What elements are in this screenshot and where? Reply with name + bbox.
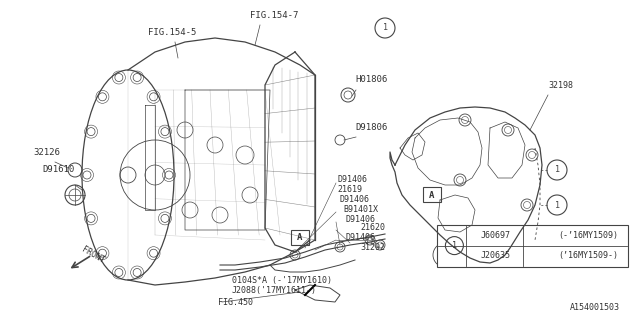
Text: D91406: D91406	[346, 215, 376, 224]
Text: 21619: 21619	[337, 185, 362, 194]
Text: D91406: D91406	[340, 195, 370, 204]
Text: J60697: J60697	[481, 231, 511, 240]
Text: J20635: J20635	[481, 251, 511, 260]
Text: D91406: D91406	[346, 233, 376, 242]
Text: 1: 1	[554, 165, 559, 174]
Text: FRONT: FRONT	[80, 245, 106, 265]
Text: 32198: 32198	[548, 81, 573, 90]
Text: FIG.154-5: FIG.154-5	[148, 28, 196, 37]
Text: A: A	[298, 234, 303, 243]
FancyBboxPatch shape	[437, 225, 628, 267]
Text: 1: 1	[554, 201, 559, 210]
Text: H01806: H01806	[355, 75, 387, 84]
Text: 1: 1	[452, 241, 457, 250]
Text: (’16MY1509-): (’16MY1509-)	[559, 251, 618, 260]
Text: 31292: 31292	[360, 243, 385, 252]
Text: J2088('17MY1611-): J2088('17MY1611-)	[232, 286, 317, 295]
Text: D91610: D91610	[42, 165, 74, 174]
Text: A154001503: A154001503	[570, 303, 620, 312]
Text: 0104S*A (-'17MY1610): 0104S*A (-'17MY1610)	[232, 276, 332, 285]
Text: 21620: 21620	[360, 223, 385, 232]
Text: FIG.154-7: FIG.154-7	[250, 11, 298, 20]
Text: 32126: 32126	[33, 148, 60, 157]
Text: A: A	[429, 190, 435, 199]
Text: D91406: D91406	[337, 175, 367, 184]
Text: B91401X: B91401X	[343, 205, 378, 214]
Text: (-’16MY1509): (-’16MY1509)	[559, 231, 618, 240]
Text: D91806: D91806	[355, 123, 387, 132]
Text: FIG.450: FIG.450	[218, 298, 253, 307]
Text: 1: 1	[383, 23, 387, 33]
